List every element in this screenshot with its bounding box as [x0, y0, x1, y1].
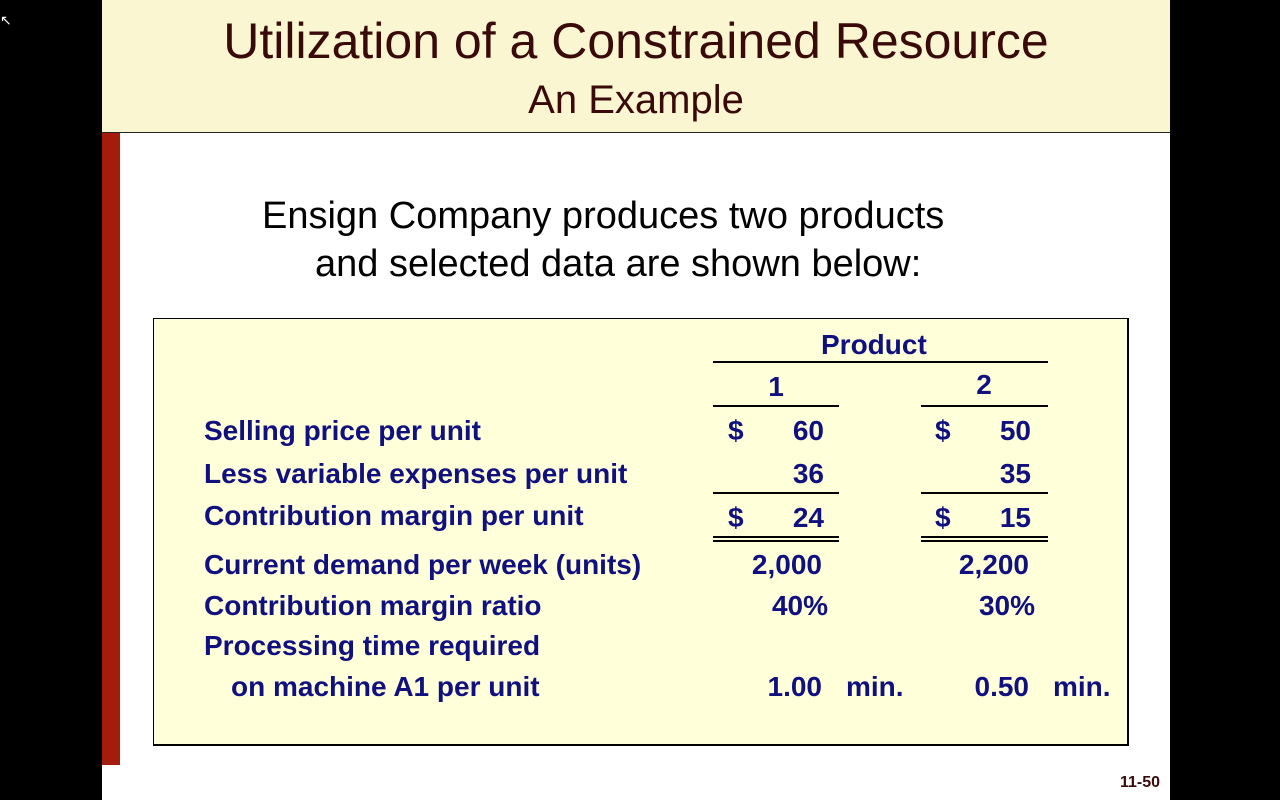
slide-header: Utilization of a Constrained Resource An…: [102, 0, 1170, 133]
column-header-1: 1: [768, 371, 784, 402]
slide-title: Utilization of a Constrained Resource: [223, 13, 1049, 69]
row-label: Less variable expenses per unit: [204, 458, 628, 489]
divider: [921, 405, 1048, 407]
currency-symbol: $: [935, 415, 951, 446]
double-underline: [713, 536, 839, 538]
slide: Utilization of a Constrained Resource An…: [102, 0, 1170, 800]
row-label: Current demand per week (units): [204, 549, 642, 580]
double-underline: [713, 540, 839, 542]
row-label-continued: on machine A1 per unit: [231, 671, 540, 702]
divider: [713, 492, 839, 494]
currency-symbol: $: [728, 502, 744, 533]
divider: [713, 361, 1048, 363]
cell-value: 15: [999, 502, 1031, 533]
currency-symbol: $: [935, 502, 951, 533]
product-header: Product: [821, 329, 927, 360]
unit-label: min.: [846, 671, 904, 702]
data-table: Product 1 2 Selling price per unit $ 60 …: [153, 318, 1129, 746]
cell-value: 40%: [771, 590, 828, 621]
cell-value: 2,000: [751, 549, 822, 580]
row-label: Selling price per unit: [204, 415, 481, 446]
intro-line-1: Ensign Company produces two products: [262, 195, 945, 237]
cell-value: 1.00: [767, 671, 823, 702]
divider: [921, 492, 1048, 494]
double-underline: [921, 540, 1048, 542]
cell-value: 36: [792, 458, 824, 489]
row-label: Contribution margin ratio: [204, 590, 542, 621]
cell-value: 60: [792, 415, 824, 446]
mouse-cursor-icon: ↖: [0, 12, 12, 28]
column-header-2: 2: [976, 369, 992, 400]
unit-label: min.: [1053, 671, 1111, 702]
cell-value: 30%: [978, 590, 1035, 621]
cell-value: 0.50: [974, 671, 1030, 702]
cell-value: 2,200: [958, 549, 1029, 580]
divider: [713, 405, 839, 407]
double-underline: [921, 536, 1048, 538]
row-label: Contribution margin per unit: [204, 500, 584, 531]
cell-value: 35: [999, 458, 1031, 489]
page-number: 11-50: [1119, 774, 1160, 791]
cell-value: 24: [792, 502, 824, 533]
intro-text: Ensign Company produces two products and…: [262, 192, 1062, 288]
accent-bar: [102, 133, 120, 765]
row-label: Processing time required: [204, 630, 541, 661]
cell-value: 50: [999, 415, 1031, 446]
slide-subtitle: An Example: [528, 78, 744, 122]
currency-symbol: $: [728, 415, 744, 446]
intro-line-2: and selected data are shown below:: [315, 243, 922, 285]
